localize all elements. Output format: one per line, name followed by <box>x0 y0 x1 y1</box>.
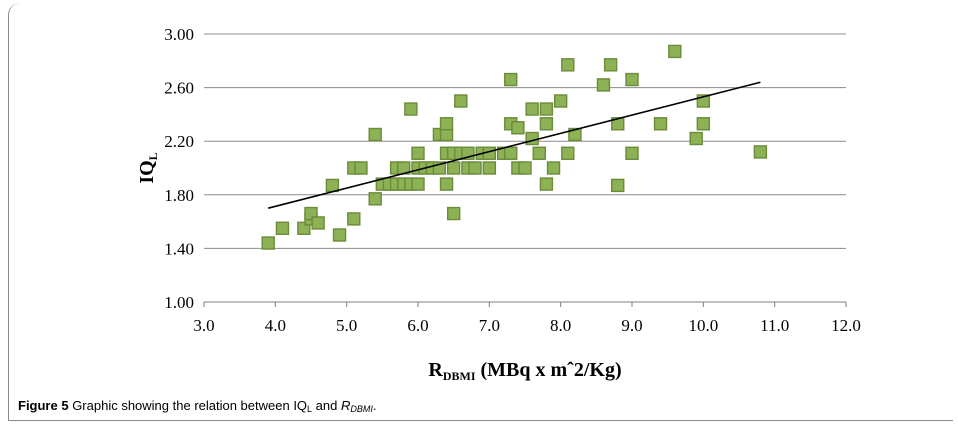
x-tick-label: 4.0 <box>265 316 286 335</box>
x-tick-label: 10.0 <box>688 316 718 335</box>
data-point <box>261 236 275 250</box>
data-point <box>696 117 711 131</box>
data-point <box>611 117 625 131</box>
caption-text: Graphic showing the relation between IQ <box>68 398 308 413</box>
data-point <box>439 177 454 191</box>
data-point <box>611 178 625 193</box>
data-point <box>525 131 539 146</box>
data-point <box>525 102 539 116</box>
data-point <box>347 212 361 226</box>
x-tick-label: 8.0 <box>550 316 571 335</box>
data-point <box>532 146 546 160</box>
caption-label: Figure 5 <box>18 398 69 413</box>
data-point <box>368 127 382 142</box>
data-point <box>561 146 575 160</box>
caption-text-end: . <box>372 398 377 413</box>
data-point <box>446 206 461 221</box>
data-point <box>689 131 703 146</box>
x-tick-label: 11.0 <box>760 316 789 335</box>
data-point <box>325 178 340 193</box>
data-point <box>454 94 468 108</box>
x-tick-label: 6.0 <box>407 316 428 335</box>
data-point <box>404 102 418 116</box>
data-point <box>411 146 425 160</box>
data-point <box>568 127 582 142</box>
data-point <box>332 228 347 242</box>
y-tick-label: 1.40 <box>164 239 194 258</box>
data-point <box>653 117 668 131</box>
y-axis-label: IQL <box>136 152 160 183</box>
figure-caption: Figure 5 Graphic showing the relation be… <box>18 398 377 414</box>
data-point <box>518 161 532 175</box>
data-point <box>368 192 382 206</box>
x-tick-label: 12.0 <box>831 316 861 335</box>
data-point <box>539 117 554 131</box>
data-point <box>504 72 518 87</box>
x-tick-label: 7.0 <box>479 316 500 335</box>
scatter-chart: 1.00 1.40 1.80 2.20 2.60 3.00 3.0 4.0 5.0 6.0 7.0 8… <box>136 25 861 383</box>
caption-italic-r: R <box>340 398 351 413</box>
data-point <box>603 58 618 72</box>
data-point <box>668 44 682 59</box>
y-tick-label: 2.20 <box>164 132 194 151</box>
data-point <box>625 146 639 160</box>
caption-sub-dbmi: DBMI <box>350 404 373 414</box>
data-point <box>482 161 497 175</box>
trendline <box>268 81 761 209</box>
x-tick-label: 3.0 <box>193 316 214 335</box>
data-point <box>411 177 425 191</box>
data-point <box>468 161 482 175</box>
data-point <box>439 117 454 131</box>
y-tick-label: 1.80 <box>164 186 194 205</box>
data-point <box>561 58 575 72</box>
data-point <box>625 72 639 87</box>
caption-text-mid: and <box>312 398 341 413</box>
x-tick-label: 5.0 <box>336 316 357 335</box>
y-tick-label: 1.00 <box>164 293 194 312</box>
data-point <box>596 78 611 92</box>
data-point <box>553 94 568 108</box>
data-point <box>354 161 368 175</box>
data-point <box>753 145 768 159</box>
x-tick-label: 9.0 <box>621 316 642 335</box>
y-tick-label: 3.00 <box>164 25 194 44</box>
data-point <box>539 102 554 116</box>
caption-sub-l: L <box>307 404 313 414</box>
figure-frame <box>8 3 953 421</box>
data-point <box>311 216 325 230</box>
data-point <box>446 161 461 175</box>
data-point <box>275 221 290 236</box>
y-tick-label: 2.60 <box>164 79 194 98</box>
x-axis-label: RDBMI (MBq x mˆ2/Kg) <box>428 359 621 383</box>
data-point <box>539 177 554 191</box>
data-point <box>504 146 518 160</box>
data-point <box>546 161 561 175</box>
data-point <box>511 121 525 135</box>
